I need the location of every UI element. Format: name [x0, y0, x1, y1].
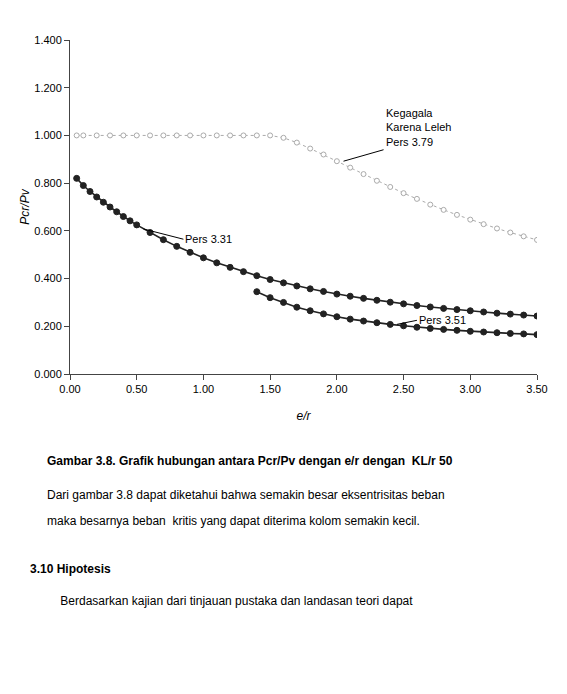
svg-text:0.400: 0.400	[34, 272, 62, 284]
svg-text:2.50: 2.50	[393, 383, 414, 395]
svg-text:Pcr/Pv: Pcr/Pv	[18, 188, 32, 224]
svg-text:0.200: 0.200	[34, 320, 62, 332]
svg-text:Gambar 3.8. Grafik hubungan an: Gambar 3.8. Grafik hubungan antara Pcr/P…	[47, 454, 453, 468]
svg-text:Pers 3.31: Pers 3.31	[185, 233, 232, 245]
svg-text:1.00: 1.00	[193, 383, 214, 395]
svg-text:0.800: 0.800	[34, 177, 62, 189]
svg-text:e/r: e/r	[296, 409, 311, 423]
svg-text:1.000: 1.000	[34, 129, 62, 141]
svg-text:KegagalaKarena LelehPers 3.79: KegagalaKarena LelehPers 3.79	[386, 107, 451, 148]
svg-text:0.50: 0.50	[126, 383, 147, 395]
svg-text:maka besarnya beban kritis ya: maka besarnya beban kritis yang dapat di…	[47, 514, 420, 528]
svg-text:1.400: 1.400	[34, 34, 62, 46]
svg-text:1.200: 1.200	[34, 82, 62, 94]
svg-text:0.000: 0.000	[34, 368, 62, 380]
svg-text:0.00: 0.00	[59, 383, 80, 395]
svg-text:Dari gambar 3.8 dapat diketahu: Dari gambar 3.8 dapat diketahui bahwa se…	[47, 488, 445, 502]
svg-text:1.50: 1.50	[259, 383, 280, 395]
svg-text:Pers 3.51: Pers 3.51	[419, 314, 466, 326]
svg-text:3.10 Hipotesis: 3.10 Hipotesis	[30, 562, 111, 576]
svg-text:Berdasarkan kajian dari tinjau: Berdasarkan kajian dari tinjauan pustaka…	[47, 594, 413, 608]
svg-text:0.600: 0.600	[34, 225, 62, 237]
svg-text:3.00: 3.00	[460, 383, 481, 395]
svg-text:2.00: 2.00	[326, 383, 347, 395]
svg-text:3.50: 3.50	[526, 383, 547, 395]
